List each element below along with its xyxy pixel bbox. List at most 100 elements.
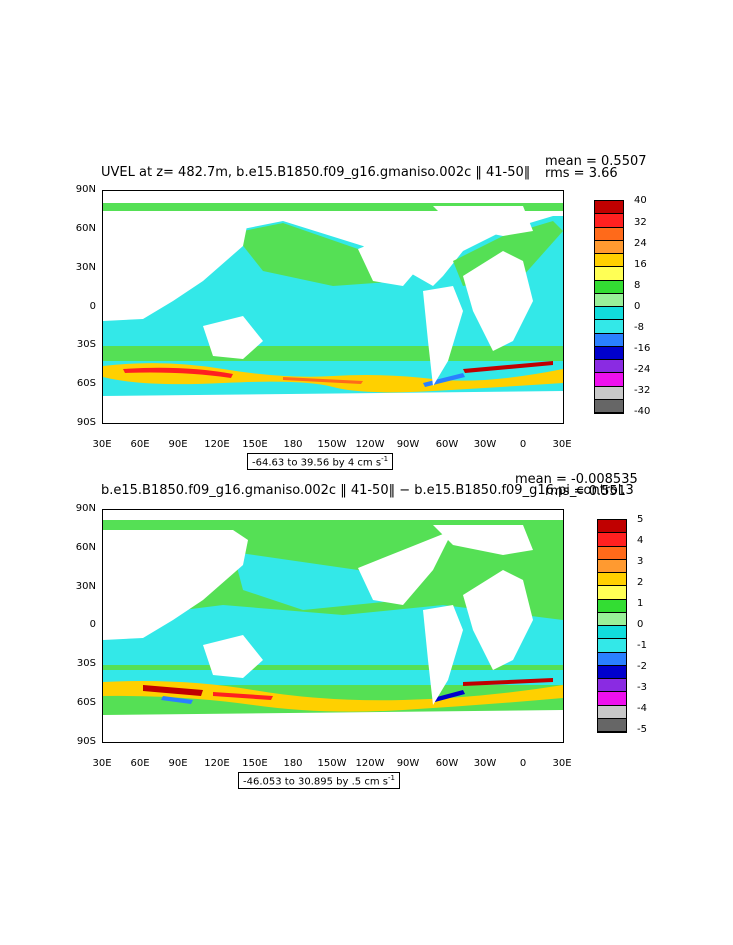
map-field [103, 191, 563, 423]
lon-label: 0 [519, 439, 527, 450]
lat-label: 60S [76, 697, 96, 708]
colorbar-swatch [598, 520, 626, 534]
lon-label: 60E [130, 439, 150, 450]
colorbar-swatch [595, 227, 623, 241]
lat-label: 30N [75, 581, 96, 592]
colorbar-swatch [595, 293, 623, 307]
contour-range-box: -64.63 to 39.56 by 4 cm s-1 [247, 453, 394, 471]
colorbar-label: -16 [634, 343, 651, 354]
lon-label: 180 [283, 758, 303, 769]
lon-label: 30W [473, 439, 497, 450]
colorbar-swatch [595, 307, 623, 321]
colorbar-swatch [598, 665, 626, 679]
colorbar-swatch [598, 533, 626, 547]
lon-label: 150E [242, 439, 268, 450]
colorbar-label: 2 [637, 577, 644, 588]
contour-range-box: -46.053 to 30.895 by .5 cm s-1 [238, 772, 400, 790]
colorbar-label: 3 [637, 556, 644, 567]
rms-label: rms = 0.551 [545, 484, 626, 499]
colorbar-swatch [595, 280, 623, 294]
map-field [103, 510, 563, 742]
colorbar-label: 40 [634, 195, 647, 206]
colorbar-label: 32 [634, 217, 647, 228]
mean-label: mean = -0.008535 [515, 472, 638, 487]
colorbar-swatch [598, 573, 626, 587]
colorbar-label: -24 [634, 364, 651, 375]
colorbar-swatch [598, 559, 626, 573]
lon-label: 90W [396, 439, 420, 450]
colorbar-swatch [598, 546, 626, 560]
panel-top: UVEL at z= 482.7m, b.e15.B1850.f09_g16.g… [0, 0, 733, 471]
colorbar [594, 200, 624, 414]
colorbar-swatch [598, 718, 626, 732]
lon-label: 90E [168, 758, 188, 769]
lon-label: 150W [317, 758, 347, 769]
lon-label: 120E [204, 439, 230, 450]
map-plot [102, 190, 564, 424]
lon-label: 90W [396, 758, 420, 769]
lon-label: 120E [204, 758, 230, 769]
lon-label: 150W [317, 439, 347, 450]
lon-label: 90E [168, 439, 188, 450]
lat-label: 60S [76, 378, 96, 389]
lon-label: 60W [435, 758, 459, 769]
colorbar-swatch [598, 586, 626, 600]
contour-range-text: -64.63 to 39.56 by 4 cm s [252, 457, 382, 469]
lat-label: 30S [76, 658, 96, 669]
lat-label: 90N [75, 184, 96, 195]
unit-exponent: -1 [387, 774, 395, 782]
colorbar-swatch [595, 254, 623, 268]
colorbar-label: -4 [637, 703, 647, 714]
lon-label: 120W [355, 439, 385, 450]
colorbar-swatch [595, 214, 623, 228]
colorbar-swatch [595, 360, 623, 374]
colorbar-swatch [595, 267, 623, 281]
colorbar-label: -32 [634, 385, 651, 396]
mean-label: mean = 0.5507 [545, 154, 647, 169]
colorbar-swatch [598, 612, 626, 626]
panel-title: b.e15.B1850.f09_g16.gmaniso.002c ‖ 41-50… [101, 484, 634, 498]
colorbar-label: -1 [637, 640, 647, 651]
colorbar-swatch [598, 692, 626, 706]
lat-label: 90S [76, 736, 96, 747]
colorbar-swatch [595, 320, 623, 334]
contour-range-text: -46.053 to 30.895 by .5 cm s [243, 776, 388, 788]
colorbar-swatch [595, 386, 623, 400]
colorbar-swatch [598, 639, 626, 653]
colorbar-label: -2 [637, 661, 647, 672]
colorbar-label: 5 [637, 514, 644, 525]
colorbar-swatch [598, 705, 626, 719]
lat-label: 60N [75, 542, 96, 553]
colorbar-label: -5 [637, 724, 647, 735]
lon-label: 30E [92, 758, 112, 769]
lon-label: 0 [519, 758, 527, 769]
colorbar-label: -40 [634, 406, 651, 417]
lon-label: 30E [552, 439, 572, 450]
colorbar-label: 4 [637, 535, 644, 546]
lat-label: 30S [76, 339, 96, 350]
colorbar-label: 1 [637, 598, 644, 609]
lon-label: 180 [283, 439, 303, 450]
rms-label: rms = 3.66 [545, 166, 618, 181]
unit-exponent: -1 [381, 455, 389, 463]
lon-label: 60E [130, 758, 150, 769]
colorbar-swatch [595, 399, 623, 413]
lat-label: 90N [75, 503, 96, 514]
lon-label: 30W [473, 758, 497, 769]
colorbar-swatch [598, 679, 626, 693]
colorbar-label: -3 [637, 682, 647, 693]
lat-label: 0 [89, 619, 96, 630]
lat-label: 90S [76, 417, 96, 428]
colorbar [597, 519, 627, 733]
colorbar-swatch [595, 373, 623, 387]
lon-label: 30E [92, 439, 112, 450]
colorbar-swatch [595, 201, 623, 215]
colorbar-label: 16 [634, 259, 647, 270]
colorbar-label: 24 [634, 238, 647, 249]
map-plot [102, 509, 564, 743]
lon-label: 120W [355, 758, 385, 769]
colorbar-swatch [598, 652, 626, 666]
colorbar-label: -8 [634, 322, 644, 333]
colorbar-label: 0 [637, 619, 644, 630]
